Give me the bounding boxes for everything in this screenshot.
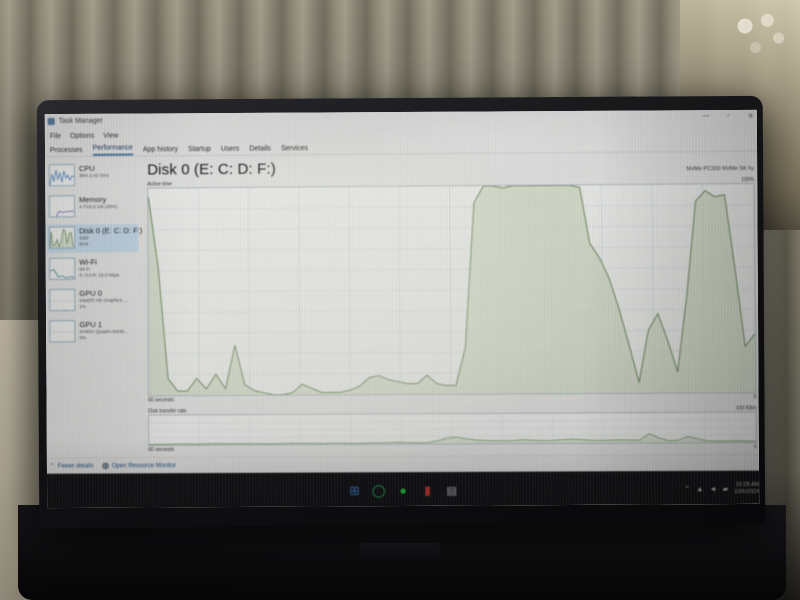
sidebar-item-gpu0-text: GPU 0 Intel(R) HD Graphics ... 1%	[79, 289, 127, 310]
whatsapp-icon[interactable]: ◯	[371, 483, 386, 498]
sidebar-item-cpu[interactable]: CPU 38% 2.42 GHz	[47, 162, 138, 191]
window-title: Task Manager	[58, 117, 103, 125]
active-time-axis-right: 0	[753, 394, 757, 401]
close-button[interactable]: ✕	[747, 112, 754, 120]
sidebar-memory-title: Memory	[78, 194, 107, 205]
transfer-axis-right: 0	[753, 444, 757, 451]
menu-item-options[interactable]: Options	[70, 132, 95, 140]
flower-decor	[724, 6, 794, 86]
sidebar-gpu1-usage: 0%	[79, 335, 87, 341]
cpu-thumbnail-icon	[48, 164, 75, 187]
open-resource-monitor-label: Open Resource Monitor	[111, 462, 176, 469]
messenger-icon[interactable]: ●	[399, 483, 407, 498]
minimize-button[interactable]: —	[702, 112, 710, 120]
task-manager-icon	[47, 117, 55, 126]
window-buttons: — ▫ ✕	[695, 110, 760, 125]
sidebar-item-gpu1[interactable]: GPU 1 NVIDIA Quadro M100... 0%	[47, 318, 139, 347]
laptop-hinge	[360, 543, 440, 563]
gpu1-thumbnail-icon	[49, 320, 76, 343]
app-red-icon[interactable]: ▮	[424, 483, 431, 498]
wifi-thumbnail-icon	[49, 257, 76, 280]
volume-icon[interactable]: ◄	[709, 485, 717, 493]
transfer-rate-chart-svg	[149, 413, 756, 445]
page-title: Disk 0 (E: C: D: F:)	[147, 160, 276, 179]
sidebar-item-memory[interactable]: Memory 4.7/15.8 GB (28%)	[47, 193, 138, 222]
sidebar-gpu1-title: GPU 1	[79, 319, 103, 330]
sidebar-item-gpu0[interactable]: GPU 0 Intel(R) HD Graphics ... 1%	[47, 286, 139, 315]
device-name: NVMe PC300 NVMe SK hy	[686, 165, 755, 173]
clock-time: 10:28 AM	[735, 481, 760, 489]
sidebar-item-wifi[interactable]: Wi-Fi Wi-Fi S: 0.0 R: 15.0 Kbps	[47, 255, 139, 284]
memory-thumbnail-icon	[48, 195, 76, 218]
file-explorer-icon[interactable]: ▤	[446, 484, 458, 497]
laptop-screen: Task Manager — ▫ ✕ File Options View P	[44, 109, 760, 509]
transfer-rate-chart	[148, 411, 757, 446]
sidebar-item-disk0-text: Disk 0 (E: C: D: F:) SSD 81%	[79, 225, 143, 248]
fewer-details-button[interactable]: ⌃ Fewer details	[49, 462, 94, 470]
active-time-chart	[147, 183, 757, 397]
sidebar-item-gpu1-text: GPU 1 NVIDIA Quadro M100... 0%	[79, 320, 128, 341]
windows-taskbar: ⊞ ◯ ● ▮ ▤ ⌃ ▲ ◄ ▰ 10:28 AM 10/5/2024	[44, 470, 760, 509]
sidebar-item-disk0[interactable]: Disk 0 (E: C: D: F:) SSD 81%	[46, 223, 143, 253]
sidebar-gpu0-usage: 1%	[79, 303, 87, 309]
main-header: Disk 0 (E: C: D: F:) NVMe PC300 NVMe SK …	[147, 157, 755, 179]
sidebar-memory-sub: 4.7/15.8 GB (28%)	[79, 203, 118, 210]
resource-monitor-icon	[101, 462, 109, 470]
task-manager-window: Task Manager — ▫ ✕ File Options View P	[44, 109, 760, 509]
sidebar-wifi-title: Wi-Fi	[79, 257, 97, 267]
fewer-details-label: Fewer details	[57, 462, 94, 470]
tab-startup[interactable]: Startup	[188, 145, 211, 154]
sidebar-cpu-sub: 38% 2.42 GHz	[78, 172, 109, 179]
tab-performance[interactable]: Performance	[92, 144, 133, 156]
sidebar-disk0-usage: 81%	[79, 241, 89, 247]
active-time-axis-left: 60 seconds	[148, 397, 174, 404]
sidebar-item-wifi-text: Wi-Fi Wi-Fi S: 0.0 R: 15.0 Kbps	[79, 257, 119, 278]
sidebar-cpu-title: CPU	[78, 163, 95, 174]
clock[interactable]: 10:28 AM 10/5/2024	[734, 482, 759, 496]
chevron-up-icon[interactable]: ⌃	[684, 486, 691, 494]
clock-date: 10/5/2024	[734, 488, 760, 496]
open-resource-monitor-button[interactable]: Open Resource Monitor	[101, 462, 176, 470]
performance-main-panel: Disk 0 (E: C: D: F:) NVMe PC300 NVMe SK …	[141, 152, 759, 509]
sidebar-item-cpu-text: CPU 38% 2.42 GHz	[79, 164, 109, 179]
taskbar-icon-group: ⊞ ◯ ● ▮ ▤	[348, 483, 459, 498]
wifi-icon[interactable]: ▲	[696, 485, 704, 493]
transfer-rate-area	[149, 433, 756, 445]
tab-processes[interactable]: Processes	[49, 146, 83, 155]
start-icon[interactable]: ⊞	[349, 483, 360, 498]
transfer-axis-left: 60 seconds	[148, 446, 175, 454]
disk-thumbnail-icon	[48, 226, 76, 249]
tab-users[interactable]: Users	[220, 145, 240, 153]
sidebar-wifi-rate: S: 0.0 R: 15.0 Kbps	[79, 272, 120, 278]
system-tray: ⌃ ▲ ◄ ▰ 10:28 AM 10/5/2024	[684, 471, 759, 508]
menu-item-file[interactable]: File	[49, 132, 62, 141]
fewer-details-chevron-icon: ⌃	[49, 463, 55, 470]
sidebar-gpu0-title: GPU 0	[79, 288, 102, 298]
sidebar-disk0-title: Disk 0 (E: C: D: F:)	[79, 225, 143, 236]
battery-icon[interactable]: ▰	[722, 486, 729, 494]
maximize-button[interactable]: ▫	[726, 112, 730, 120]
active-time-chart-svg	[148, 184, 756, 396]
performance-sidebar: CPU 38% 2.42 GHz	[45, 156, 142, 457]
tab-app-history[interactable]: App history	[142, 146, 179, 154]
sidebar-item-memory-text: Memory 4.7/15.8 GB (28%)	[79, 195, 117, 210]
tab-services[interactable]: Services	[280, 145, 309, 153]
gpu0-thumbnail-icon	[49, 288, 76, 312]
task-manager-body: CPU 38% 2.42 GHz	[44, 151, 760, 509]
menu-item-view[interactable]: View	[103, 132, 119, 140]
tab-details[interactable]: Details	[249, 145, 271, 153]
